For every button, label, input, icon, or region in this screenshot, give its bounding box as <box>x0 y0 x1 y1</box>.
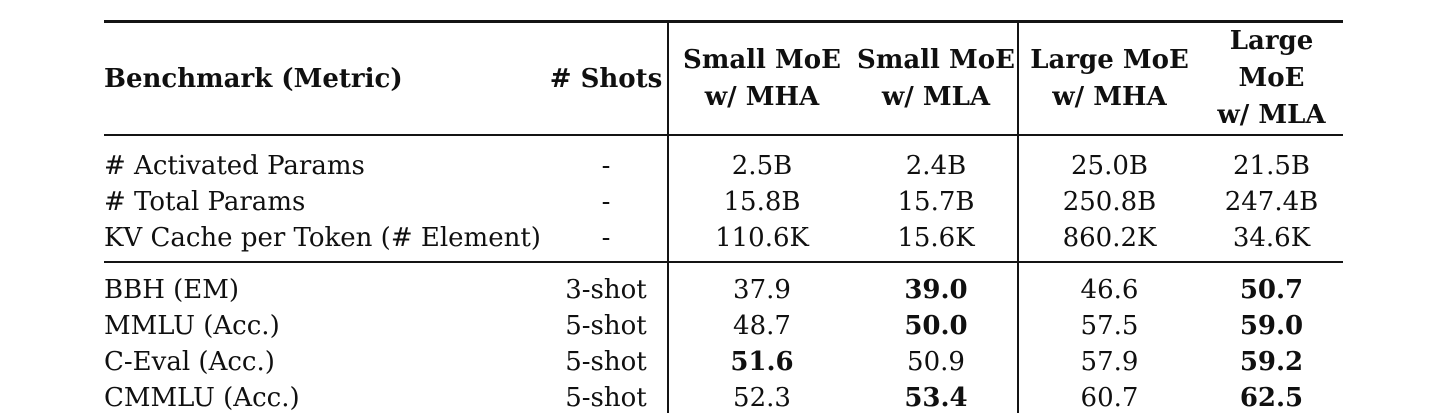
header-row: Benchmark (Metric) # Shots Small MoE w/ … <box>104 21 1343 136</box>
value-cell: 48.7 <box>733 311 791 341</box>
table-row-bbh: BBH (EM) 3-shot 37.9 39.0 46.6 50.7 <box>104 261 1343 308</box>
value-cell: 39.0 <box>855 261 1019 308</box>
metric-cell: KV Cache per Token (# Element) <box>104 223 541 253</box>
benchmark-comparison-table: Benchmark (Metric) # Shots Small MoE w/ … <box>104 20 1343 413</box>
value-cell: 2.5B <box>731 151 793 181</box>
value-cell: 51.6 <box>730 347 794 377</box>
header-line-2: w/ MHA <box>1052 81 1167 112</box>
table-row-mmlu: MMLU (Acc.) 5-shot 48.7 50.0 57.5 59.0 <box>104 308 1343 344</box>
value-cell: 34.6K <box>1232 223 1311 253</box>
shots-cell: 5-shot <box>545 344 669 380</box>
shots-cell: - <box>545 184 669 220</box>
column-header-large-moe-mha: Large MoE w/ MHA <box>1018 21 1200 136</box>
header-line-1: Large MoE <box>1229 26 1314 93</box>
value-cell: 60.7 <box>1080 383 1139 413</box>
shots-cell: 5-shot <box>545 308 669 344</box>
metric-cell: # Total Params <box>104 187 306 217</box>
value-cell: 250.8B <box>1062 187 1157 217</box>
metric-cell: MMLU (Acc.) <box>104 311 280 341</box>
value-cell: 15.8B <box>723 187 801 217</box>
value-cell: 247.4B <box>1224 187 1319 217</box>
table-row-total-params: # Total Params - 15.8B 15.7B 250.8B 247.… <box>104 184 1343 220</box>
table-header: Benchmark (Metric) # Shots Small MoE w/ … <box>104 21 1343 136</box>
value-cell: 53.4 <box>855 380 1019 413</box>
metric-cell: C-Eval (Acc.) <box>104 347 275 377</box>
value-cell: 57.5 <box>1080 311 1139 341</box>
table-row-activated-params: # Activated Params - 2.5B 2.4B 25.0B 21.… <box>104 135 1343 184</box>
header-line-2: w/ MHA <box>704 81 820 112</box>
table-row-cmmlu: CMMLU (Acc.) 5-shot 52.3 53.4 60.7 62.5 <box>104 380 1343 413</box>
shots-cell: - <box>545 220 669 262</box>
value-cell: 860.2K <box>1062 223 1157 253</box>
metric-cell: CMMLU (Acc.) <box>104 383 300 413</box>
header-line-1: Small MoE <box>683 44 841 75</box>
column-header-benchmark-metric: Benchmark (Metric) <box>104 21 545 136</box>
value-cell: 59.0 <box>1239 311 1304 341</box>
value-cell: 62.5 <box>1239 383 1304 413</box>
value-cell: 50.7 <box>1200 261 1343 308</box>
header-line-1: Small MoE <box>857 44 1015 75</box>
value-cell: 21.5B <box>1233 151 1310 181</box>
value-cell: 50.0 <box>855 308 1019 344</box>
value-cell: 15.6K <box>855 220 1019 262</box>
value-cell: 50.9 <box>855 344 1019 380</box>
value-cell: 15.7B <box>855 184 1019 220</box>
value-cell: 52.3 <box>733 383 791 413</box>
column-header-shots: # Shots <box>545 21 669 136</box>
value-cell: 46.6 <box>1018 261 1200 308</box>
value-cell: 57.9 <box>1080 347 1139 377</box>
shots-cell: 3-shot <box>545 261 669 308</box>
shots-cell: - <box>545 135 669 184</box>
header-line-2: w/ MLA <box>1217 100 1326 130</box>
metric-cell: BBH (EM) <box>104 261 545 308</box>
column-header-large-moe-mla: Large MoE w/ MLA <box>1200 21 1343 136</box>
value-cell: 110.6K <box>715 223 809 253</box>
column-header-small-moe-mla: Small MoE w/ MLA <box>855 21 1019 136</box>
params-section: # Activated Params - 2.5B 2.4B 25.0B 21.… <box>104 135 1343 262</box>
table-row-ceval: C-Eval (Acc.) 5-shot 51.6 50.9 57.9 59.2 <box>104 344 1343 380</box>
value-cell: 59.2 <box>1239 347 1304 377</box>
table-row-kv-cache: KV Cache per Token (# Element) - 110.6K … <box>104 220 1343 262</box>
header-line-1: Large MoE <box>1030 44 1189 75</box>
shots-cell: 5-shot <box>545 380 669 413</box>
column-header-small-moe-mha: Small MoE w/ MHA <box>668 21 855 136</box>
benchmarks-section: BBH (EM) 3-shot 37.9 39.0 46.6 50.7 MMLU… <box>104 261 1343 413</box>
header-line-2: w/ MLA <box>881 81 991 112</box>
value-cell: 37.9 <box>668 261 855 308</box>
metric-cell: # Activated Params <box>104 151 365 181</box>
value-cell: 25.0B <box>1071 151 1148 181</box>
value-cell: 2.4B <box>855 135 1019 184</box>
